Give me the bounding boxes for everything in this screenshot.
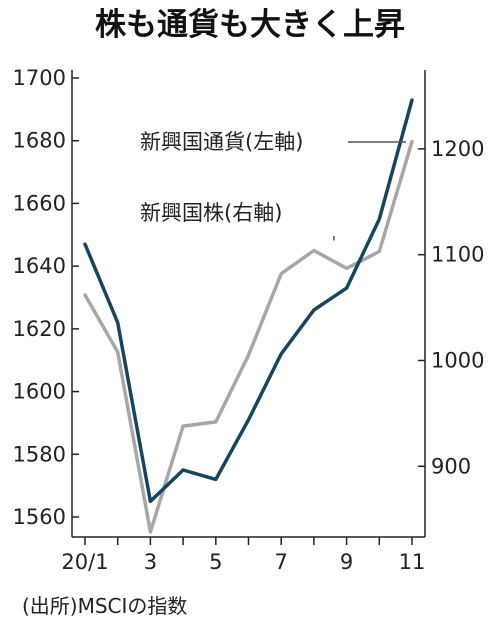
x-axis-tick-label: 20/1 [61,550,108,574]
chart-title: 株も通貨も大きく上昇 [95,7,405,43]
right-axis-tick-label: 1000 [431,348,484,372]
series-label-currency: 新興国通貨(左軸) [140,130,303,154]
left-axis-tick-label: 1680 [13,129,66,153]
left-axis-tick-label: 1620 [13,317,66,341]
right-axis-tick-label: 1200 [431,137,484,161]
x-axis-tick-label: 7 [275,550,288,574]
right-axis-tick-label: 1100 [431,243,484,267]
left-axis-tick-label: 1660 [13,191,66,215]
series-label-stocks: 新興国株(右軸) [140,201,282,225]
left-axis-tick-label: 1560 [13,505,66,529]
right-axis-tick-label: 900 [431,454,471,478]
x-axis-tick-label: 3 [144,550,157,574]
x-axis-tick-label: 5 [209,550,222,574]
source-note: (出所)MSCIの指数 [22,594,187,618]
series-line-currency [83,98,414,504]
x-axis-tick-label: 11 [399,550,426,574]
left-axis-tick-label: 1600 [13,380,66,404]
left-axis-tick-label: 1700 [13,66,66,90]
left-axis-tick-label: 1580 [13,442,66,466]
x-axis-tick-label: 9 [340,550,353,574]
left-axis-tick-label: 1640 [13,254,66,278]
